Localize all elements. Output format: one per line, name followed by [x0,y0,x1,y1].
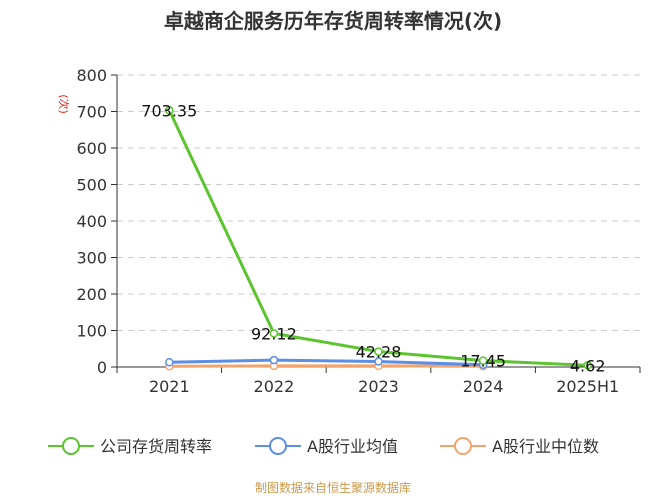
legend: 公司存货周转率 A股行业均值 A股行业中位数 [48,437,599,456]
data-label: 42.28 [356,343,402,362]
y-tick-label: 400 [76,212,107,231]
legend-marker-icon [62,437,80,455]
legend-item: A股行业中位数 [440,437,599,456]
y-tick-label: 100 [76,322,107,341]
y-tick-label: 600 [76,139,107,158]
data-point [374,357,383,366]
legend-item: A股行业均值 [255,437,398,456]
data-label: 703.35 [141,101,197,120]
x-tick-label: 2024 [463,377,504,396]
chart-title: 卓越商企服务历年存货周转率情况(次) [164,9,502,33]
series-layer [165,106,592,371]
legend-label: A股行业中位数 [492,437,599,456]
y-unit-label: (次) [57,94,71,114]
y-tick-label: 800 [76,66,107,85]
legend-label: 公司存货周转率 [100,437,212,456]
y-tick-label: 500 [76,176,107,195]
data-labels: 703.35 92.12 42.28 17.45 4.62 [141,101,605,375]
y-tick-label: 0 [97,358,107,377]
data-point [165,106,174,115]
legend-marker-icon [454,437,472,455]
x-tick-label: 2022 [254,377,295,396]
legend-item: 公司存货周转率 [48,437,212,456]
data-label: 17.45 [460,352,506,371]
data-point [269,355,279,365]
x-tick-label: 2021 [149,377,190,396]
data-label: 92.12 [251,324,297,343]
series-line [169,358,484,367]
source-note: 制图数据来自恒生聚源数据库 [255,480,411,495]
data-point [374,347,383,356]
data-point [269,329,279,338]
x-tick-label: 2025H1 [556,377,619,396]
legend-marker-icon [269,437,287,455]
data-point [478,356,488,365]
axes: 0 100 200 300 400 500 600 700 800 2021 2022 2023 202… [76,66,641,396]
series-line [167,109,588,367]
data-label: 4.62 [570,356,606,375]
data-point [583,361,592,370]
y-tick-label: 700 [76,103,107,122]
y-tick-label: 300 [76,249,107,268]
legend-label: A股行业均值 [307,437,398,456]
y-tick-label: 200 [76,285,107,304]
data-point [165,358,174,367]
x-tick-label: 2023 [358,377,399,396]
